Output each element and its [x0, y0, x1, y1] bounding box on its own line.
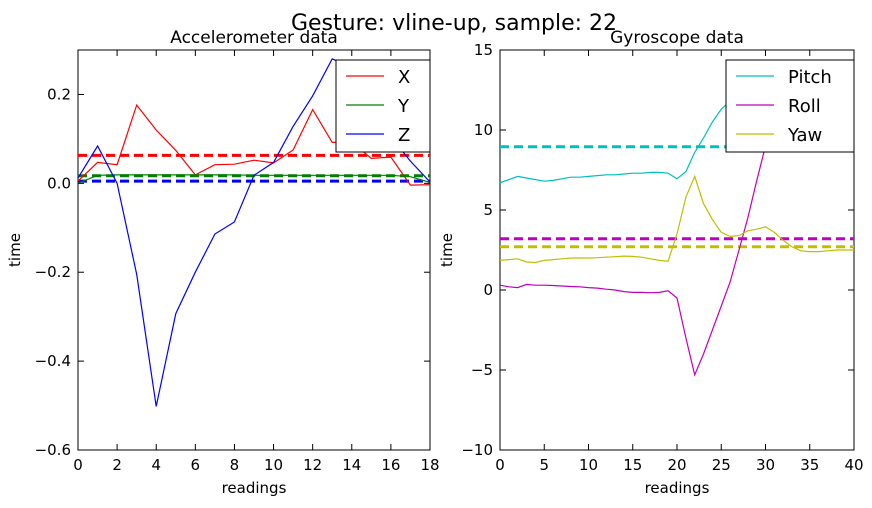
y-tick-label: −5	[471, 361, 493, 379]
y-tick-label: 0.0	[47, 174, 71, 192]
legend-label-yaw: Yaw	[787, 125, 822, 146]
legend-label-roll: Roll	[788, 96, 821, 117]
chart-title: Accelerometer data	[170, 28, 338, 48]
x-tick-label: 25	[712, 456, 731, 474]
y-tick-label: 5	[483, 201, 493, 219]
y-tick-label: 15	[474, 41, 493, 59]
x-tick-label: 12	[303, 456, 322, 474]
x-tick-label: 0	[495, 456, 505, 474]
x-axis-label: readings	[222, 479, 287, 497]
x-tick-label: 14	[342, 456, 361, 474]
x-tick-label: 30	[756, 456, 775, 474]
x-tick-label: 4	[151, 456, 161, 474]
y-tick-label: −10	[461, 441, 493, 459]
y-tick-label: 10	[474, 121, 493, 139]
x-tick-label: 16	[381, 456, 400, 474]
x-tick-label: 2	[112, 456, 122, 474]
x-tick-label: 8	[230, 456, 240, 474]
chart-title: Gyroscope data	[610, 28, 744, 48]
chart-0: 0 2 4 6 8 10 12 14 16 18 −0.6 −0.4 −0.2 0.0 0.2 Acceler…	[6, 28, 440, 497]
legend-label-pitch: Pitch	[788, 67, 832, 88]
legend-label-x: X	[398, 67, 410, 88]
x-axis-label: readings	[645, 479, 710, 497]
x-tick-label: 18	[420, 456, 439, 474]
x-tick-label: 35	[800, 456, 819, 474]
legend-label-z: Z	[398, 125, 410, 146]
y-tick-label: 0.2	[47, 85, 71, 103]
legend-box	[335, 59, 431, 153]
x-tick-label: 15	[623, 456, 642, 474]
y-axis-label: time	[438, 233, 456, 267]
legend: Pitch Roll Yaw	[725, 59, 855, 153]
chart-1: 0 5 10 15 20 25 30 35 40 −10 −5 0 5 10 15 Gyroscope dat…	[438, 28, 864, 497]
x-tick-label: 10	[264, 456, 283, 474]
legend-box	[725, 59, 855, 153]
series-line-yaw	[500, 174, 854, 264]
x-tick-label: 5	[539, 456, 549, 474]
figure-suptitle: Gesture: vline-up, sample: 22	[291, 11, 617, 36]
x-tick-label: 20	[667, 456, 686, 474]
y-tick-label: −0.2	[35, 263, 71, 281]
y-axis-label: time	[6, 233, 24, 267]
x-tick-label: 0	[73, 456, 83, 474]
x-tick-label: 10	[579, 456, 598, 474]
y-tick-label: −0.6	[35, 441, 71, 459]
x-tick-label: 6	[191, 456, 201, 474]
series-line-x	[78, 103, 430, 186]
y-tick-label: 0	[483, 281, 493, 299]
y-tick-label: −0.4	[35, 352, 71, 370]
legend-label-y: Y	[397, 96, 410, 117]
legend: XYZ	[335, 59, 431, 153]
x-tick-label: 40	[844, 456, 863, 474]
